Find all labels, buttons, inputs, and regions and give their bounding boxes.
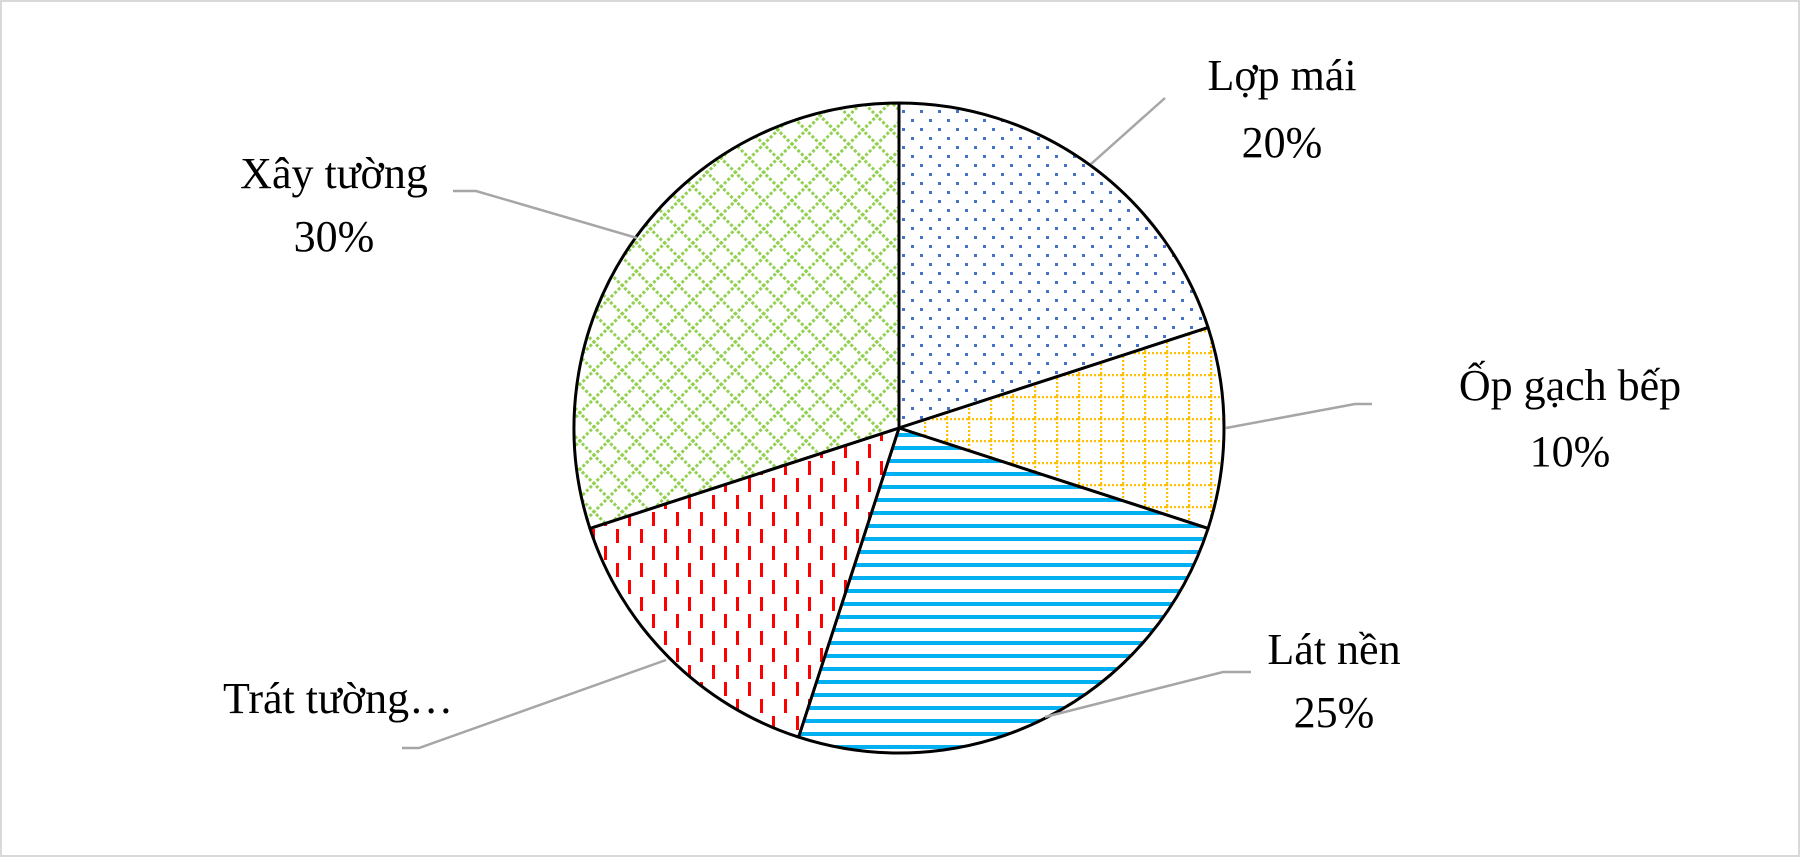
leader-line (402, 658, 667, 750)
leader-line (1044, 670, 1251, 719)
value-label: 10% (1530, 427, 1611, 476)
category-label: Lát nền (1267, 625, 1400, 674)
category-label: Xây tường (240, 149, 428, 198)
leader-line (453, 189, 638, 240)
category-label: Trát tường… (223, 674, 453, 723)
pie-slice (897, 326, 1226, 530)
value-label: 20% (1242, 118, 1323, 167)
pie-slice (588, 426, 901, 739)
leader-line (1090, 97, 1166, 165)
pie-slice (897, 101, 1210, 430)
category-label: Lợp mái (1207, 51, 1356, 100)
value-label: 25% (1294, 688, 1375, 737)
value-label: 30% (294, 212, 375, 261)
category-label: Ốp gạch bếp (1459, 360, 1681, 410)
leader-line (1225, 402, 1372, 430)
